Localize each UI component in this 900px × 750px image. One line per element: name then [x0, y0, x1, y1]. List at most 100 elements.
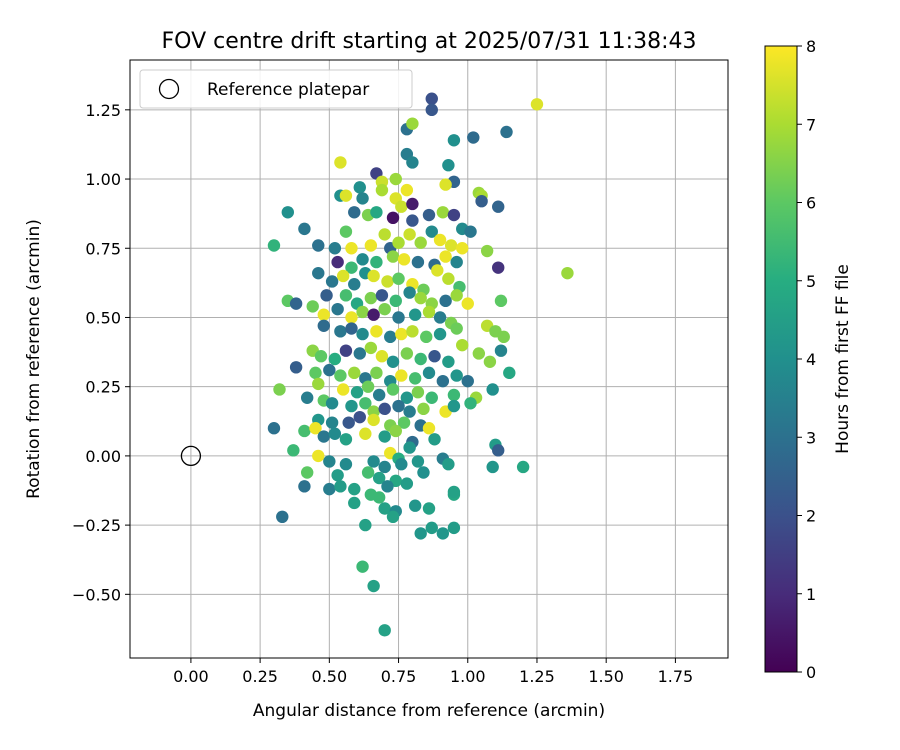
- data-point: [450, 289, 463, 302]
- data-point: [425, 103, 438, 117]
- data-point: [400, 477, 414, 490]
- data-point: [447, 521, 461, 535]
- data-point: [472, 347, 486, 360]
- data-point: [298, 480, 311, 493]
- data-point: [336, 269, 350, 283]
- legend-entry-reference-platepar: Reference platepar: [207, 80, 369, 100]
- data-point: [428, 433, 441, 446]
- data-point: [439, 250, 452, 263]
- data-point: [442, 159, 455, 172]
- data-point: [439, 178, 452, 191]
- x-tick-label: 0.00: [173, 667, 209, 686]
- data-point: [276, 510, 289, 524]
- data-point: [314, 350, 328, 363]
- data-point: [339, 289, 353, 302]
- colorbar-label: Hours from first FF file: [833, 264, 853, 454]
- data-point: [456, 338, 469, 352]
- data-point: [411, 386, 425, 399]
- data-point: [447, 388, 461, 402]
- data-point: [372, 388, 386, 402]
- data-point: [406, 117, 419, 130]
- data-point: [389, 424, 402, 438]
- data-point: [364, 239, 378, 252]
- data-point: [350, 386, 364, 399]
- data-point: [334, 156, 347, 169]
- data-point: [356, 305, 369, 319]
- data-point: [403, 228, 416, 241]
- x-axis-ticks: 0.00 0.25 0.50 0.75 1.00 1.25 1.50 1.75: [173, 658, 693, 686]
- data-point: [422, 502, 436, 515]
- data-point: [339, 225, 353, 238]
- data-point: [317, 319, 330, 332]
- data-point: [372, 491, 386, 504]
- data-point: [312, 266, 325, 280]
- data-point: [386, 510, 400, 524]
- data-point: [516, 460, 530, 474]
- x-tick-label: 1.75: [658, 667, 694, 686]
- data-point: [406, 325, 419, 338]
- data-point: [339, 458, 353, 471]
- data-point: [461, 374, 474, 388]
- data-point: [367, 269, 380, 283]
- data-point: [497, 330, 510, 344]
- data-point: [306, 300, 319, 313]
- data-point: [323, 482, 336, 496]
- data-point: [436, 206, 450, 219]
- data-point: [447, 485, 461, 499]
- data-point: [392, 399, 405, 413]
- colorbar-tick-label: 5: [806, 272, 816, 291]
- data-point: [414, 352, 427, 366]
- data-point: [447, 399, 461, 413]
- data-point: [433, 233, 447, 247]
- data-point: [370, 255, 383, 269]
- reference-platepar-marker: [180, 445, 202, 467]
- data-point: [386, 355, 400, 368]
- data-point: [464, 225, 477, 238]
- data-point: [442, 458, 455, 471]
- data-point: [312, 377, 325, 391]
- data-point: [492, 444, 505, 457]
- data-point: [400, 391, 414, 404]
- data-point: [450, 322, 463, 335]
- y-tick-label: 0.25: [85, 378, 121, 397]
- x-tick-label: 1.25: [519, 667, 555, 686]
- data-point: [281, 206, 295, 219]
- data-point: [328, 352, 342, 366]
- data-point: [378, 302, 391, 316]
- data-point: [456, 242, 469, 255]
- data-point: [494, 294, 508, 308]
- data-point: [492, 261, 505, 274]
- x-tick-label: 0.50: [312, 667, 348, 686]
- data-point: [325, 275, 339, 288]
- data-point: [378, 624, 391, 637]
- data-point: [348, 482, 361, 496]
- data-point: [298, 222, 311, 236]
- colorbar-tick-label: 3: [806, 428, 816, 447]
- data-point: [353, 347, 366, 360]
- data-point: [420, 330, 433, 344]
- data-point: [450, 255, 463, 269]
- data-point: [289, 361, 303, 374]
- data-point: [370, 206, 383, 219]
- x-tick-label: 0.75: [381, 667, 417, 686]
- data-point: [433, 327, 447, 341]
- data-point: [323, 363, 336, 377]
- data-point: [328, 242, 342, 255]
- data-point: [361, 380, 375, 393]
- data-point: [461, 297, 474, 310]
- data-point: [370, 366, 383, 380]
- data-point: [403, 286, 416, 299]
- data-point: [356, 253, 369, 266]
- data-point: [328, 427, 342, 440]
- data-point: [345, 261, 358, 274]
- data-point: [370, 325, 383, 338]
- x-tick-label: 1.00: [450, 667, 486, 686]
- y-axis-label: Rotation from reference (arcmin): [24, 219, 44, 499]
- data-point: [375, 289, 389, 302]
- data-point: [444, 239, 458, 252]
- colorbar-tick-label: 4: [806, 350, 816, 369]
- data-point: [503, 366, 516, 380]
- data-point: [375, 183, 389, 197]
- legend-reference-marker: [158, 78, 180, 100]
- data-point: [339, 189, 353, 202]
